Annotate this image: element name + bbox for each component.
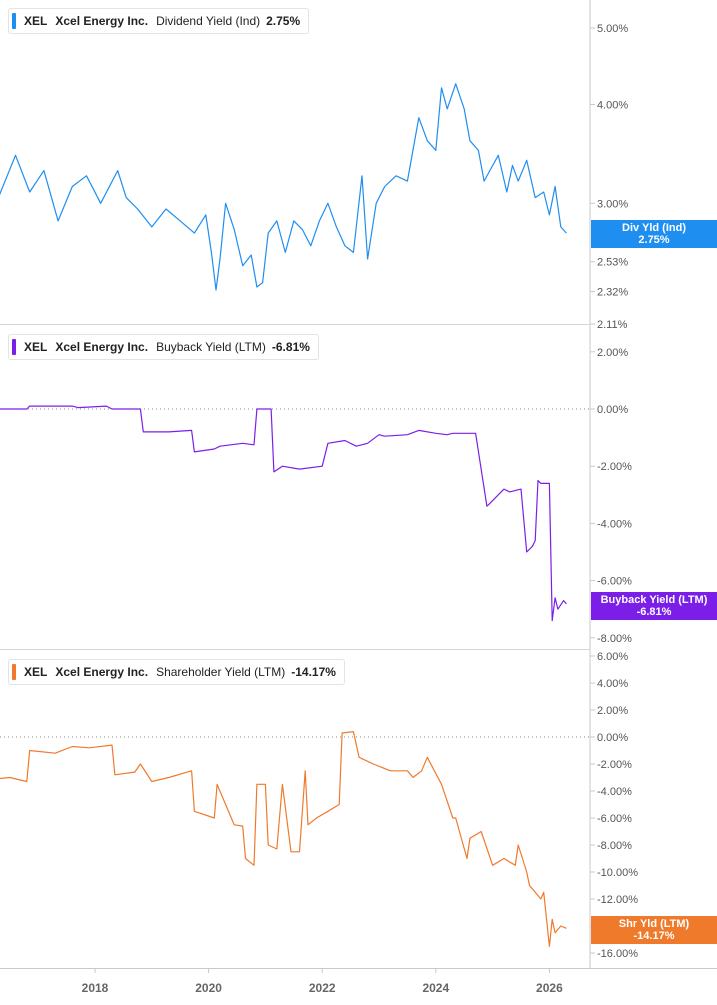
series-line <box>0 405 567 622</box>
y-tick-label: 5.00% <box>597 23 628 35</box>
badge-label: Shr Yld (LTM) <box>618 918 690 930</box>
legend-value: -14.17% <box>291 665 336 679</box>
series-color-swatch <box>12 13 16 29</box>
y-tick-label: -16.00% <box>597 948 638 960</box>
current-value-badge-shareholder: Shr Yld (LTM) -14.17% <box>591 916 717 944</box>
series-line <box>0 731 567 947</box>
x-tick-label: 2020 <box>195 981 222 995</box>
series-line <box>0 83 567 291</box>
y-tick-label: -4.00% <box>597 518 632 530</box>
legend-metric: Buyback Yield (LTM) <box>156 340 266 354</box>
legend-company: Xcel Energy Inc. <box>55 14 149 28</box>
legend-dividend-yield[interactable]: XEL Xcel Energy Inc. Dividend Yield (Ind… <box>8 8 310 34</box>
legend-ticker: XEL <box>24 340 48 354</box>
y-tick-label: 2.53% <box>597 257 628 269</box>
y-tick-label: -2.00% <box>597 759 632 771</box>
x-tick-label: 2018 <box>82 981 109 995</box>
y-tick-label: -12.00% <box>597 894 638 906</box>
y-tick-label: -4.00% <box>597 786 632 798</box>
series-color-swatch <box>12 339 16 355</box>
y-tick-label: 2.00% <box>597 705 628 717</box>
badge-value: -14.17% <box>633 930 675 942</box>
y-tick-label: 2.32% <box>597 286 628 298</box>
legend-company: Xcel Energy Inc. <box>55 665 149 679</box>
y-tick-label: -8.00% <box>597 840 632 852</box>
x-tick-label: 2022 <box>309 981 336 995</box>
legend-ticker: XEL <box>24 14 48 28</box>
y-tick-label: -10.00% <box>597 867 638 879</box>
y-tick-label: -8.00% <box>597 633 632 645</box>
y-tick-label: -6.00% <box>597 576 632 588</box>
legend-metric: Dividend Yield (Ind) <box>156 14 261 28</box>
y-tick-label: 2.11% <box>597 319 628 331</box>
y-tick-label: 6.00% <box>597 651 628 663</box>
badge-value: -6.81% <box>636 606 672 618</box>
x-tick-label: 2024 <box>422 981 449 995</box>
legend-ticker: XEL <box>24 665 48 679</box>
legend-company: Xcel Energy Inc. <box>55 340 149 354</box>
y-tick-label: 4.00% <box>597 100 628 112</box>
current-value-badge-buyback: Buyback Yield (LTM) -6.81% <box>591 592 717 620</box>
legend-metric: Shareholder Yield (LTM) <box>156 665 286 679</box>
legend-buyback-yield[interactable]: XEL Xcel Energy Inc. Buyback Yield (LTM)… <box>8 334 319 360</box>
legend-value: -6.81% <box>271 340 310 354</box>
y-tick-label: -6.00% <box>597 813 632 825</box>
y-tick-label: 0.00% <box>597 404 628 416</box>
legend-shareholder-yield[interactable]: XEL Xcel Energy Inc. Shareholder Yield (… <box>8 659 345 685</box>
badge-value: 2.75% <box>638 234 670 246</box>
y-tick-label: -2.00% <box>597 461 632 473</box>
series-color-swatch <box>12 664 16 680</box>
y-tick-label: 3.00% <box>597 198 628 210</box>
y-tick-label: 2.00% <box>597 347 628 359</box>
x-tick-label: 2026 <box>536 981 563 995</box>
badge-label: Buyback Yield (LTM) <box>600 594 708 606</box>
legend-value: 2.75% <box>266 14 301 28</box>
y-tick-label: 0.00% <box>597 732 628 744</box>
current-value-badge-dividend: Div Yld (Ind) 2.75% <box>591 220 717 248</box>
badge-label: Div Yld (Ind) <box>622 222 686 234</box>
y-tick-label: 4.00% <box>597 678 628 690</box>
